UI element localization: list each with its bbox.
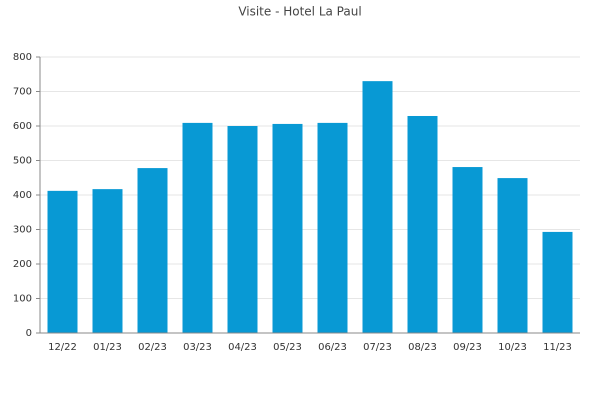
y-tick-label: 700: [13, 87, 32, 98]
x-tick-label: 01/23: [93, 342, 122, 353]
bar: [137, 168, 168, 333]
x-tick-label: 02/23: [138, 342, 167, 353]
bar: [362, 81, 393, 334]
y-tick-label: 100: [13, 294, 32, 305]
bar: [407, 115, 438, 334]
bar: [497, 178, 528, 333]
x-tick-label: 06/23: [318, 342, 347, 353]
bar: [542, 231, 573, 333]
x-tick-label: 10/23: [498, 342, 527, 353]
bar: [452, 167, 483, 333]
x-tick-label: 04/23: [228, 342, 257, 353]
bar: [317, 122, 348, 334]
y-tick-label: 800: [13, 52, 32, 63]
y-tick-label: 500: [13, 156, 32, 167]
x-tick-label: 09/23: [453, 342, 482, 353]
x-tick-label: 11/23: [543, 342, 572, 353]
y-tick-label: 200: [13, 259, 32, 270]
y-tick-label: 600: [13, 121, 32, 132]
bar: [272, 123, 303, 334]
bar: [47, 190, 78, 333]
y-tick-label: 0: [26, 328, 32, 339]
y-tick-label: 400: [13, 190, 32, 201]
x-tick-label: 05/23: [273, 342, 302, 353]
bar: [182, 122, 213, 334]
y-tick-label: 300: [13, 225, 32, 236]
x-tick-label: 07/23: [363, 342, 392, 353]
bar: [227, 126, 258, 333]
x-tick-label: 03/23: [183, 342, 212, 353]
x-tick-label: 08/23: [408, 342, 437, 353]
x-tick-label: 12/22: [48, 342, 77, 353]
bar: [92, 189, 123, 333]
chart-title: Visite - Hotel La Paul: [238, 5, 361, 19]
